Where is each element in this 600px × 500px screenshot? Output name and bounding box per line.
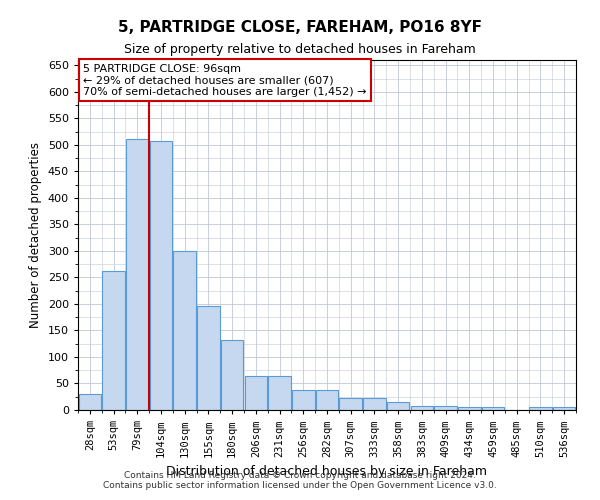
Bar xyxy=(268,376,291,410)
Bar xyxy=(553,408,575,410)
Bar xyxy=(292,390,314,410)
Bar xyxy=(363,398,386,410)
Bar xyxy=(316,390,338,410)
Y-axis label: Number of detached properties: Number of detached properties xyxy=(29,142,42,328)
Bar xyxy=(173,251,196,410)
Text: Size of property relative to detached houses in Fareham: Size of property relative to detached ho… xyxy=(124,42,476,56)
Bar xyxy=(126,139,149,410)
Bar xyxy=(529,408,551,410)
Bar xyxy=(245,376,267,410)
Text: Contains HM Land Registry data © Crown copyright and database right 2024.
Contai: Contains HM Land Registry data © Crown c… xyxy=(103,470,497,490)
Bar xyxy=(410,406,433,410)
Bar xyxy=(434,406,457,410)
Text: 5, PARTRIDGE CLOSE, FAREHAM, PO16 8YF: 5, PARTRIDGE CLOSE, FAREHAM, PO16 8YF xyxy=(118,20,482,35)
Bar xyxy=(197,306,220,410)
Bar xyxy=(150,141,172,410)
Bar xyxy=(387,402,409,410)
Bar xyxy=(103,271,125,410)
Bar xyxy=(458,408,481,410)
Bar xyxy=(221,340,244,410)
Bar xyxy=(340,398,362,410)
Bar xyxy=(79,394,101,410)
Bar xyxy=(482,408,504,410)
Text: 5 PARTRIDGE CLOSE: 96sqm
← 29% of detached houses are smaller (607)
70% of semi-: 5 PARTRIDGE CLOSE: 96sqm ← 29% of detach… xyxy=(83,64,367,96)
X-axis label: Distribution of detached houses by size in Fareham: Distribution of detached houses by size … xyxy=(167,465,487,478)
